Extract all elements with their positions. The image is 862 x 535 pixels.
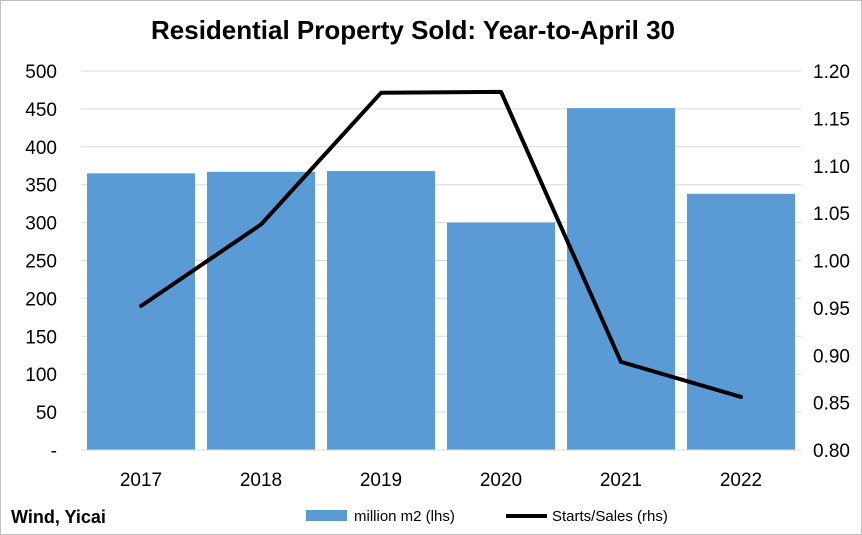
axes: - 50 100 150 200 250 300 350 400 450 500 0.80 0.85 0.… (25, 62, 850, 491)
bar-2019 (327, 171, 435, 450)
line-series (139, 89, 743, 399)
legend-label-bar: million m2 (lhs) (354, 508, 455, 525)
y-left-tick-label: 450 (25, 100, 57, 121)
gridlines (81, 70, 801, 413)
bar-2020 (447, 222, 555, 450)
y-left-tick-label: 250 (25, 252, 57, 273)
x-tick-label: 2019 (360, 470, 402, 491)
bar-2018 (207, 171, 315, 450)
y-right-tick-label: 1.00 (813, 252, 850, 273)
bar-2022 (687, 193, 795, 450)
x-tick-label: 2021 (600, 470, 642, 491)
y-right-tick-label: 0.85 (813, 394, 850, 415)
y-right-tick-label: 0.95 (813, 299, 850, 320)
legend-swatch-bar (306, 510, 347, 521)
y-right-tick-label: 1.20 (813, 62, 850, 83)
y-right-tick-label: 0.90 (813, 346, 850, 367)
x-tick-label: 2017 (120, 470, 162, 491)
y-left-tick-label: - (51, 441, 57, 462)
y-left-tick-label: 50 (36, 403, 57, 424)
y-left-tick-label: 350 (25, 176, 57, 197)
y-left-tick-label: 400 (25, 138, 57, 159)
starts-sales-line (139, 89, 743, 399)
chart-title: Residential Property Sold: Year-to-April… (151, 15, 675, 45)
bars (87, 108, 795, 450)
y-left-tick-label: 200 (25, 289, 57, 310)
y-left-tick-label: 150 (25, 327, 57, 348)
x-tick-label: 2018 (240, 470, 282, 491)
y-right-tick-label: 0.80 (813, 441, 850, 462)
y-right-tick-label: 1.15 (813, 109, 850, 130)
legend-label-line: Starts/Sales (rhs) (552, 508, 668, 525)
y-right-tick-label: 1.05 (813, 204, 850, 225)
y-left-tick-label: 500 (25, 62, 57, 83)
x-tick-label: 2020 (480, 470, 522, 491)
legend: million m2 (lhs) Starts/Sales (rhs) (306, 508, 668, 525)
x-tick-label: 2022 (720, 470, 762, 491)
source-note: Wind, Yicai (11, 507, 106, 527)
y-right-tick-label: 1.10 (813, 157, 850, 178)
y-left-tick-label: 300 (25, 214, 57, 235)
y-left-tick-label: 100 (25, 365, 57, 386)
bar-2017 (87, 173, 195, 450)
